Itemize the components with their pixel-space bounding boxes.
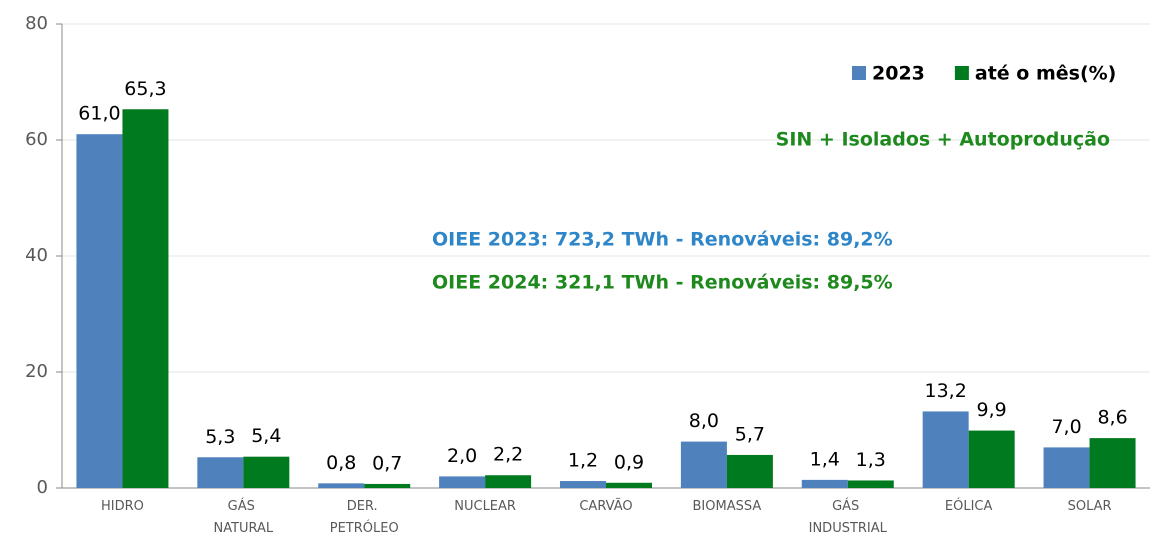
data-label: 5,7 xyxy=(735,423,765,445)
x-tick-label: SOLAR xyxy=(1068,499,1112,514)
x-tick-label: GÁS INDUSTRIAL xyxy=(809,498,888,536)
data-label: 1,3 xyxy=(856,449,886,471)
bar xyxy=(968,430,1015,488)
bar xyxy=(847,480,894,488)
bar xyxy=(680,441,727,488)
bar xyxy=(606,482,652,488)
bar xyxy=(439,476,486,488)
legend-swatch xyxy=(954,66,969,80)
annotation: OIEE 2023: 723,2 TWh - Renováveis: 89,2% xyxy=(432,229,893,251)
data-label: 7,0 xyxy=(1051,416,1081,438)
data-label: 8,0 xyxy=(689,410,719,432)
data-label: 0,7 xyxy=(372,452,402,474)
bar xyxy=(243,456,290,488)
data-label: 5,3 xyxy=(205,426,235,448)
y-tick-label: 40 xyxy=(25,245,48,266)
data-label: 2,2 xyxy=(493,444,523,466)
legend-label: até o mês(%) xyxy=(975,63,1116,85)
data-label: 13,2 xyxy=(925,380,967,402)
y-tick-label: 60 xyxy=(25,129,48,150)
bar xyxy=(1043,447,1090,488)
bar xyxy=(318,483,365,488)
bar xyxy=(197,457,244,488)
data-label: 9,9 xyxy=(977,399,1007,421)
bar xyxy=(922,411,969,488)
bar xyxy=(726,454,773,488)
y-tick-label: 0 xyxy=(37,477,48,498)
data-label: 1,4 xyxy=(810,448,840,470)
x-tick-label: DER. PETRÓLEO xyxy=(330,499,399,536)
y-tick-label: 80 xyxy=(25,13,48,34)
annotation: SIN + Isolados + Autoprodução xyxy=(776,129,1110,151)
x-tick-label: HIDRO xyxy=(101,499,144,514)
data-label: 1,2 xyxy=(568,450,598,472)
bar xyxy=(801,479,848,488)
legend-swatch xyxy=(852,66,866,80)
data-label: 0,9 xyxy=(614,451,644,473)
x-tick-label: GÁS NATURAL xyxy=(213,498,273,536)
x-tick-label: CARVÃO xyxy=(579,498,632,514)
annotation: OIEE 2024: 321,1 TWh - Renováveis: 89,5% xyxy=(432,272,893,294)
data-label: 65,3 xyxy=(124,78,166,100)
data-label: 0,8 xyxy=(326,452,356,474)
x-tick-label: BIOMASSA xyxy=(693,499,762,514)
bar xyxy=(1089,438,1136,488)
bar xyxy=(485,475,532,488)
bar xyxy=(364,483,411,488)
bar xyxy=(76,134,123,488)
bar xyxy=(560,481,606,488)
x-tick-label: EÓLICA xyxy=(945,498,993,514)
data-label: 5,4 xyxy=(251,425,281,447)
bar xyxy=(122,109,169,488)
legend-label: 2023 xyxy=(872,63,925,85)
y-tick-label: 20 xyxy=(25,361,48,382)
data-label: 2,0 xyxy=(447,445,477,467)
data-label: 61,0 xyxy=(78,103,120,125)
data-label: 8,6 xyxy=(1097,407,1127,429)
x-tick-label: NUCLEAR xyxy=(454,499,516,514)
